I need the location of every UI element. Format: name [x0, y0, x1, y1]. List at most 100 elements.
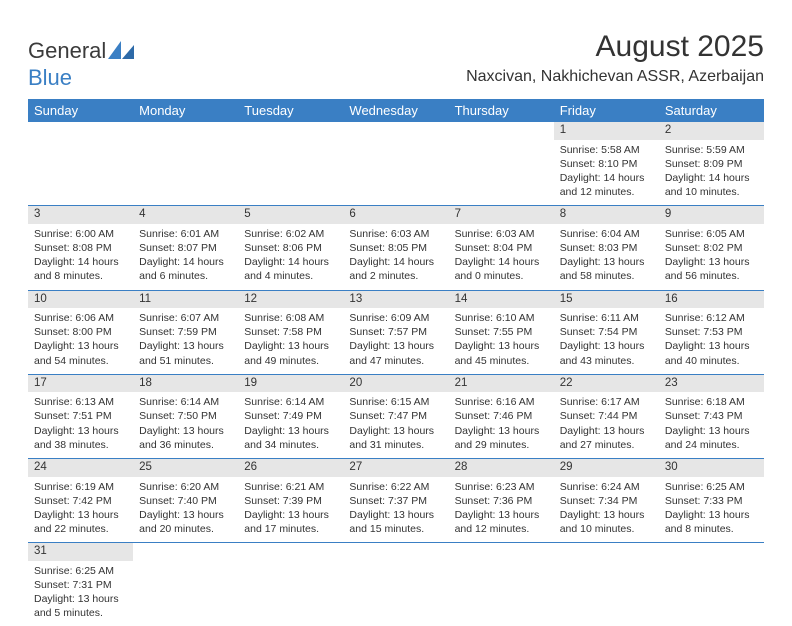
day-info: Sunrise: 6:01 AMSunset: 8:07 PMDaylight:…: [139, 227, 232, 284]
day-info: Sunrise: 6:18 AMSunset: 7:43 PMDaylight:…: [665, 395, 758, 452]
sunrise: Sunrise: 6:12 AM: [665, 311, 758, 325]
daylight: Daylight: 14 hours and 4 minutes.: [244, 255, 337, 283]
daylight: Daylight: 13 hours and 17 minutes.: [244, 508, 337, 536]
calendar-row: 1 Sunrise: 5:58 AMSunset: 8:10 PMDaylight…: [28, 122, 764, 206]
calendar-cell: 12Sunrise: 6:08 AMSunset: 7:58 PMDayligh…: [238, 290, 343, 374]
calendar-cell: 27Sunrise: 6:22 AMSunset: 7:37 PMDayligh…: [343, 459, 448, 543]
day-info: Sunrise: 6:23 AMSunset: 7:36 PMDaylight:…: [455, 480, 548, 537]
day-info: Sunrise: 5:58 AMSunset: 8:10 PMDaylight:…: [560, 143, 653, 200]
calendar-cell: 4Sunrise: 6:01 AMSunset: 8:07 PMDaylight…: [133, 206, 238, 290]
calendar-cell: 5Sunrise: 6:02 AMSunset: 8:06 PMDaylight…: [238, 206, 343, 290]
day-info: Sunrise: 6:21 AMSunset: 7:39 PMDaylight:…: [244, 480, 337, 537]
day-info: Sunrise: 6:16 AMSunset: 7:46 PMDaylight:…: [455, 395, 548, 452]
daylight: Daylight: 13 hours and 34 minutes.: [244, 424, 337, 452]
day-number: 8: [554, 206, 659, 224]
day-info: Sunrise: 6:03 AMSunset: 8:04 PMDaylight:…: [455, 227, 548, 284]
calendar-cell: 18Sunrise: 6:14 AMSunset: 7:50 PMDayligh…: [133, 374, 238, 458]
calendar-cell: [28, 122, 133, 206]
sunset: Sunset: 7:36 PM: [455, 494, 548, 508]
daylight: Daylight: 13 hours and 45 minutes.: [455, 339, 548, 367]
calendar-cell: 15Sunrise: 6:11 AMSunset: 7:54 PMDayligh…: [554, 290, 659, 374]
calendar-cell: 21Sunrise: 6:16 AMSunset: 7:46 PMDayligh…: [449, 374, 554, 458]
daylight: Daylight: 13 hours and 38 minutes.: [34, 424, 127, 452]
header-row: Sunday Monday Tuesday Wednesday Thursday…: [28, 99, 764, 122]
calendar-cell: 28 Sunrise: 6:23 AMSunset: 7:36 PMDayligh…: [449, 459, 554, 543]
daylight: Daylight: 13 hours and 5 minutes.: [34, 592, 127, 620]
sunset: Sunset: 7:44 PM: [560, 409, 653, 423]
sunset: Sunset: 7:40 PM: [139, 494, 232, 508]
month-title: August 2025: [466, 30, 764, 64]
calendar-cell: 22Sunrise: 6:17 AMSunset: 7:44 PMDayligh…: [554, 374, 659, 458]
col-friday: Friday: [554, 99, 659, 122]
calendar-row: 3Sunrise: 6:00 AMSunset: 8:08 PMDaylight…: [28, 206, 764, 290]
sunrise: Sunrise: 6:14 AM: [244, 395, 337, 409]
day-number: 25: [133, 459, 238, 477]
sunrise: Sunrise: 6:18 AM: [665, 395, 758, 409]
calendar-cell: 6Sunrise: 6:03 AMSunset: 8:05 PMDaylight…: [343, 206, 448, 290]
sunset: Sunset: 7:31 PM: [34, 578, 127, 592]
sunset: Sunset: 8:08 PM: [34, 241, 127, 255]
calendar-cell: 23 Sunrise: 6:18 AMSunset: 7:43 PMDayligh…: [659, 374, 764, 458]
day-info: Sunrise: 6:10 AMSunset: 7:55 PMDaylight:…: [455, 311, 548, 368]
daylight: Daylight: 14 hours and 8 minutes.: [34, 255, 127, 283]
calendar-cell: 16Sunrise: 6:12 AMSunset: 7:53 PMDayligh…: [659, 290, 764, 374]
sunrise: Sunrise: 6:19 AM: [34, 480, 127, 494]
day-info: Sunrise: 6:09 AMSunset: 7:57 PMDaylight:…: [349, 311, 442, 368]
logo: GeneralBlue: [28, 38, 134, 91]
daylight: Daylight: 13 hours and 40 minutes.: [665, 339, 758, 367]
sunrise: Sunrise: 6:08 AM: [244, 311, 337, 325]
calendar-cell: 13 Sunrise: 6:09 AMSunset: 7:57 PMDayligh…: [343, 290, 448, 374]
sunrise: Sunrise: 6:21 AM: [244, 480, 337, 494]
day-number: 26: [238, 459, 343, 477]
day-number: 31: [28, 543, 133, 561]
daylight: Daylight: 13 hours and 58 minutes.: [560, 255, 653, 283]
sunset: Sunset: 7:34 PM: [560, 494, 653, 508]
calendar-cell: [133, 122, 238, 206]
sunset: Sunset: 8:09 PM: [665, 157, 758, 171]
calendar-table: Sunday Monday Tuesday Wednesday Thursday…: [28, 99, 764, 626]
sunrise: Sunrise: 6:25 AM: [665, 480, 758, 494]
daylight: Daylight: 14 hours and 2 minutes.: [349, 255, 442, 283]
calendar-cell: 19 Sunrise: 6:14 AMSunset: 7:49 PMDayligh…: [238, 374, 343, 458]
daylight: Daylight: 13 hours and 27 minutes.: [560, 424, 653, 452]
sunset: Sunset: 7:55 PM: [455, 325, 548, 339]
sunrise: Sunrise: 6:25 AM: [34, 564, 127, 578]
day-number: 14: [449, 291, 554, 309]
daylight: Daylight: 13 hours and 29 minutes.: [455, 424, 548, 452]
day-number: 28: [449, 459, 554, 477]
sunset: Sunset: 8:04 PM: [455, 241, 548, 255]
day-number: 30: [659, 459, 764, 477]
day-number: 13: [343, 291, 448, 309]
day-info: Sunrise: 6:08 AMSunset: 7:58 PMDaylight:…: [244, 311, 337, 368]
sunrise: Sunrise: 6:03 AM: [349, 227, 442, 241]
day-number: 23: [659, 375, 764, 393]
day-number: 17: [28, 375, 133, 393]
daylight: Daylight: 13 hours and 8 minutes.: [665, 508, 758, 536]
sunset: Sunset: 8:10 PM: [560, 157, 653, 171]
daylight: Daylight: 13 hours and 20 minutes.: [139, 508, 232, 536]
calendar-cell: 31 Sunrise: 6:25 AMSunset: 7:31 PMDayligh…: [28, 543, 133, 626]
calendar-row: 17Sunrise: 6:13 AMSunset: 7:51 PMDayligh…: [28, 374, 764, 458]
day-info: Sunrise: 6:00 AMSunset: 8:08 PMDaylight:…: [34, 227, 127, 284]
day-info: Sunrise: 6:14 AMSunset: 7:49 PMDaylight:…: [244, 395, 337, 452]
sunset: Sunset: 7:46 PM: [455, 409, 548, 423]
daylight: Daylight: 13 hours and 24 minutes.: [665, 424, 758, 452]
sunrise: Sunrise: 6:07 AM: [139, 311, 232, 325]
day-number: 1: [554, 122, 659, 140]
day-number: 15: [554, 291, 659, 309]
sunset: Sunset: 7:57 PM: [349, 325, 442, 339]
sunrise: Sunrise: 6:02 AM: [244, 227, 337, 241]
day-number: 29: [554, 459, 659, 477]
daylight: Daylight: 13 hours and 49 minutes.: [244, 339, 337, 367]
sunset: Sunset: 7:54 PM: [560, 325, 653, 339]
day-number: 19: [238, 375, 343, 393]
calendar-cell: 25Sunrise: 6:20 AMSunset: 7:40 PMDayligh…: [133, 459, 238, 543]
sunset: Sunset: 7:49 PM: [244, 409, 337, 423]
logo-word1: General: [28, 38, 106, 63]
day-info: Sunrise: 6:15 AMSunset: 7:47 PMDaylight:…: [349, 395, 442, 452]
day-info: Sunrise: 6:02 AMSunset: 8:06 PMDaylight:…: [244, 227, 337, 284]
day-number: 24: [28, 459, 133, 477]
calendar-cell: [554, 543, 659, 626]
calendar-cell: 3Sunrise: 6:00 AMSunset: 8:08 PMDaylight…: [28, 206, 133, 290]
daylight: Daylight: 13 hours and 54 minutes.: [34, 339, 127, 367]
